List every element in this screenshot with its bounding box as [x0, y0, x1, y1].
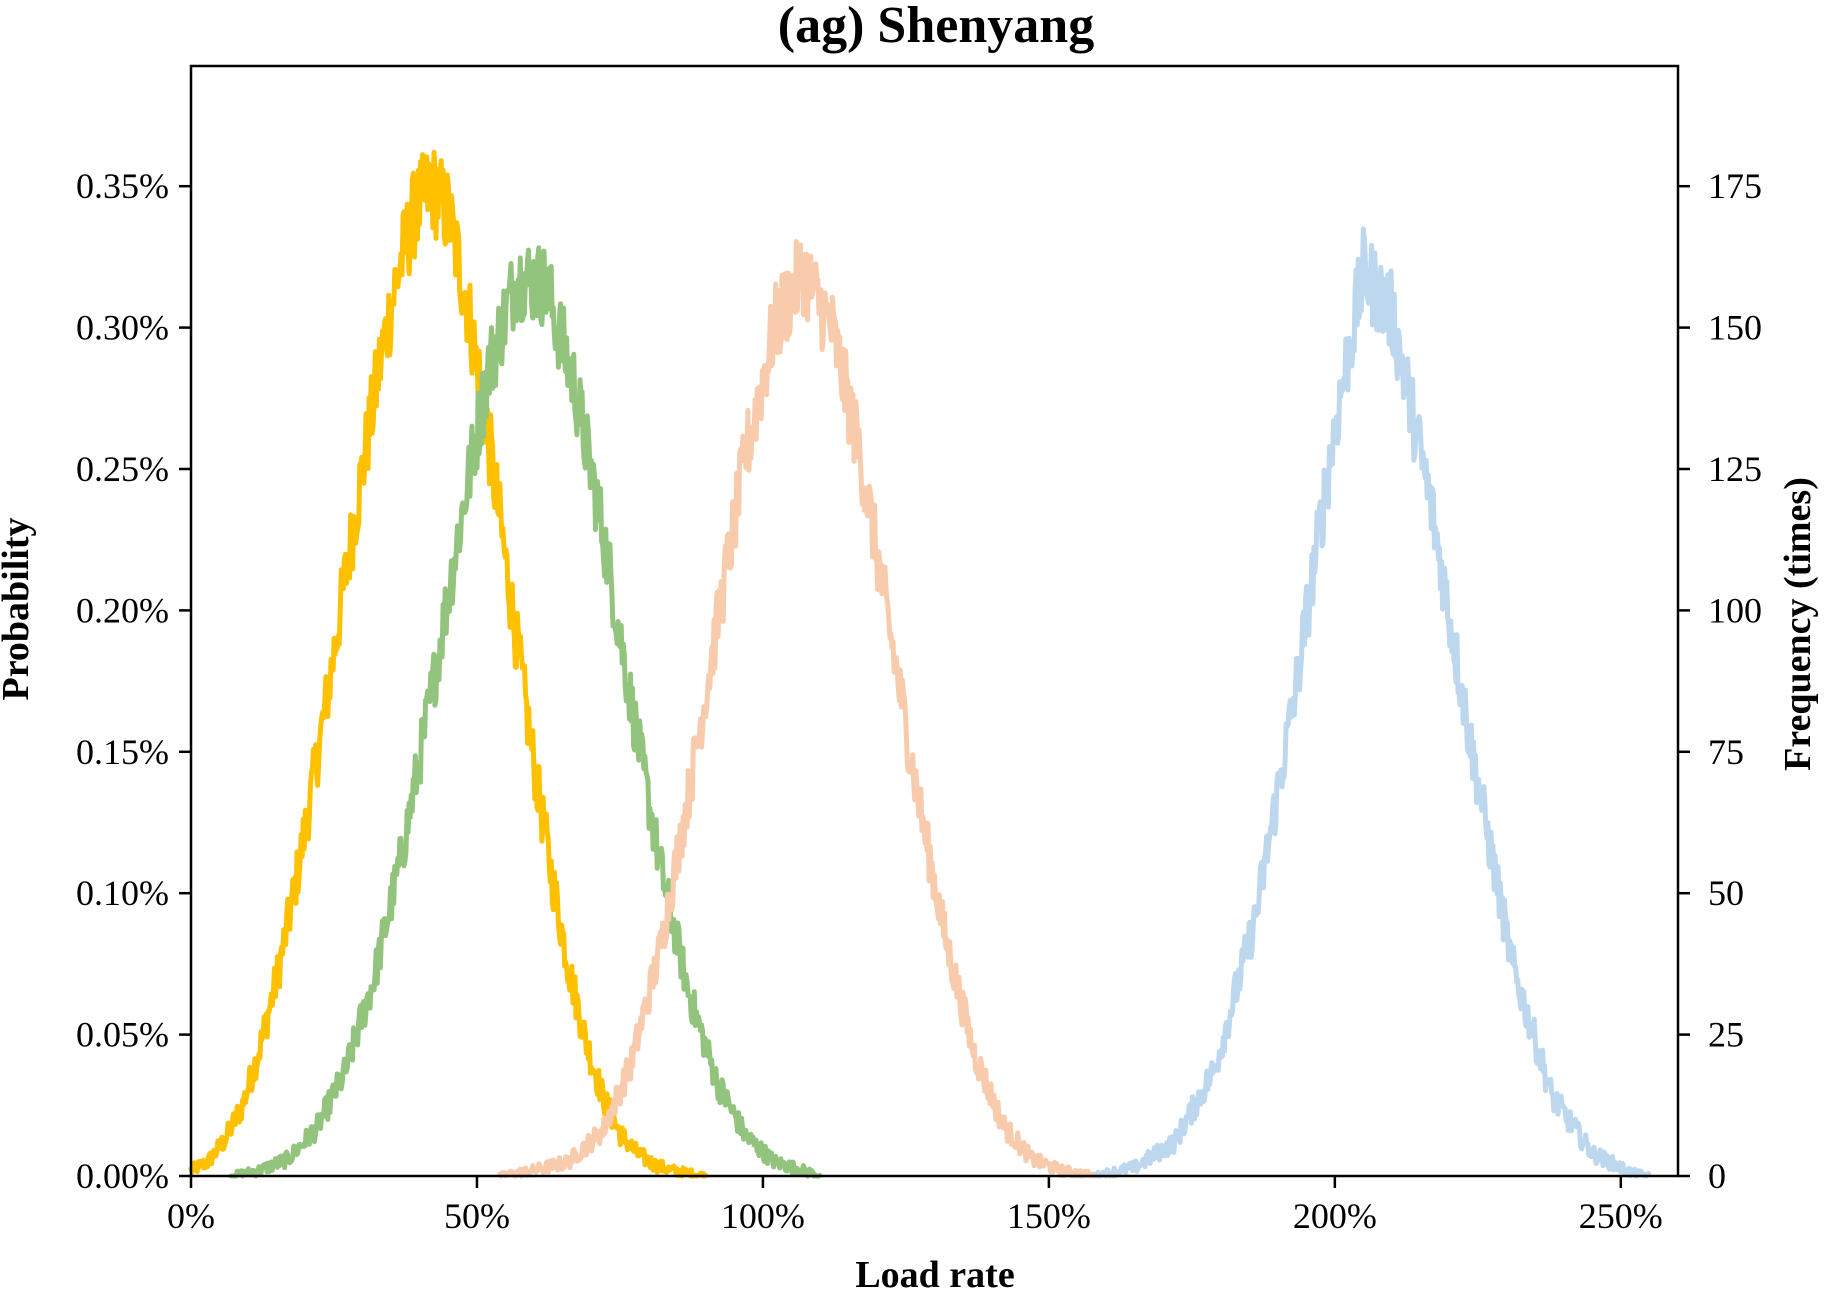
series-line-2 [228, 245, 823, 1179]
y2-tick-label: 75 [1708, 732, 1744, 772]
x-axis: 0% 50% 100% 150% 200% 250% [167, 1176, 1663, 1236]
y-tick-label: 0.35% [76, 166, 169, 206]
x-tick-label: 100% [721, 1196, 805, 1236]
y2-axis-title: Frequency (times) [1777, 477, 1819, 771]
x-axis-title: Load rate [855, 1254, 1014, 1296]
y-tick-label: 0.00% [76, 1156, 169, 1196]
x-tick-label: 200% [1293, 1196, 1377, 1236]
x-tick-label: 150% [1007, 1196, 1091, 1236]
y-tick-label: 0.25% [76, 449, 169, 489]
y2-tick-label: 25 [1708, 1015, 1744, 1055]
y2-tick-label: 175 [1708, 166, 1762, 206]
y-tick-label: 0.15% [76, 732, 169, 772]
y2-tick-label: 150 [1708, 308, 1762, 348]
x-tick-label: 250% [1579, 1196, 1663, 1236]
y-axis-left: 0.00% 0.05% 0.10% 0.15% 0.20% 0.25% 0.30% 0.35% [76, 166, 191, 1196]
y2-tick-label: 125 [1708, 449, 1762, 489]
y-tick-label: 0.30% [76, 308, 169, 348]
series-layer [188, 149, 1651, 1179]
y-axis-right: 0 25 50 75 100 125 150 175 [1678, 166, 1762, 1196]
series-line-4 [1092, 226, 1651, 1179]
plot-frame [189, 64, 1680, 1178]
series-line-3 [497, 239, 1097, 1179]
y-axis-title: Probability [0, 518, 37, 701]
y2-tick-label: 50 [1708, 873, 1744, 913]
chart-title: (ag) Shenyang [778, 0, 1094, 54]
y-tick-label: 0.05% [76, 1015, 169, 1055]
y-tick-label: 0.20% [76, 590, 169, 630]
series-line-1 [188, 149, 709, 1179]
x-tick-label: 50% [444, 1196, 510, 1236]
y-tick-label: 0.10% [76, 873, 169, 913]
x-tick-label: 0% [167, 1196, 215, 1236]
y2-tick-label: 0 [1708, 1156, 1726, 1196]
y2-tick-label: 100 [1708, 590, 1762, 630]
